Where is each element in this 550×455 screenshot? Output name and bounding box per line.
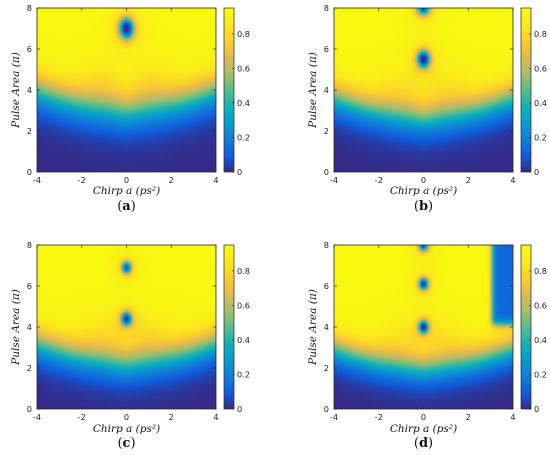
y-tick-label: 6 [324,281,329,291]
panel-d: -4 -2 0 2 4 0 2 4 6 8 Chirp a (ps²) Pulse Area (π) (… [307,240,547,451]
y-tick-label: 2 [324,363,329,373]
colorbar-tick-label: 0.2 [237,369,250,379]
panel-b: -4 -2 0 2 4 0 2 4 6 8 Chirp a (ps²) Pulse Area (π) (… [307,3,547,214]
colorbar [520,244,532,410]
x-tick-label: -4 [33,175,41,185]
x-tick-label: -4 [330,412,338,422]
colorbar-tick-label: 0.2 [534,132,547,142]
colorbar-tick-label: 0.8 [237,266,250,276]
colorbar-tick-label: 0.6 [534,63,547,73]
x-tick-label: 0 [421,412,426,422]
heatmap-image [37,245,216,409]
colorbar-tick-label: 0.6 [237,300,250,310]
x-tick-label: 4 [213,175,218,185]
x-tick-label: -2 [78,412,86,422]
x-tick-label: 4 [213,412,218,422]
y-tick-label: 6 [27,281,32,291]
x-tick-label: 0 [124,175,129,185]
colorbar-tick-label: 0 [534,167,539,177]
colorbar-tick-label: 0 [237,404,242,414]
x-tick-label: 2 [169,412,174,422]
y-tick-label: 0 [324,167,329,177]
y-tick-label: 8 [324,240,329,250]
panel-label: (a) [117,199,136,214]
colorbar-tick-label: 0 [534,404,539,414]
y-axis-label: Pulse Area (π) [307,289,319,366]
colorbar-tick-label: 0.2 [534,369,547,379]
y-axis-label: Pulse Area (π) [10,52,22,129]
heatmap-image [334,8,513,172]
panel-label: (d) [414,436,433,451]
colorbar-tick-label: 0.8 [534,266,547,276]
colorbar [223,244,235,410]
x-tick-label: 2 [169,175,174,185]
x-tick-label: 4 [510,175,515,185]
x-axis-label: Chirp a (ps²) [390,185,457,197]
x-axis-label: Chirp a (ps²) [93,423,160,435]
x-tick-label: -4 [33,412,41,422]
colorbar-tick-label: 0.4 [237,335,250,345]
y-tick-label: 8 [27,3,32,13]
y-tick-label: 2 [27,126,32,136]
colorbar-tick-label: 0.8 [534,29,547,39]
y-axis-label: Pulse Area (π) [307,52,319,129]
y-tick-label: 6 [27,44,32,54]
x-tick-label: 0 [124,412,129,422]
heatmap-image [334,245,513,409]
y-tick-label: 4 [324,322,329,332]
colorbar [223,7,235,173]
heatmap-image [37,8,216,172]
colorbar-tick-label: 0.2 [237,132,250,142]
x-axis-label: Chirp a (ps²) [93,185,160,197]
colorbar-tick-label: 0.4 [237,98,250,108]
colorbar-tick-label: 0 [237,167,242,177]
y-tick-label: 0 [27,167,32,177]
x-tick-label: 2 [466,412,471,422]
x-tick-label: -2 [375,175,383,185]
y-tick-label: 8 [324,3,329,13]
x-tick-label: -2 [375,412,383,422]
colorbar [520,7,532,173]
y-axis-label: Pulse Area (π) [10,289,22,366]
panel-label: (c) [117,436,135,451]
y-tick-label: 0 [324,404,329,414]
x-tick-label: 4 [510,412,515,422]
colorbar-tick-label: 0.4 [534,335,547,345]
colorbar-tick-label: 0.6 [534,300,547,310]
y-tick-label: 4 [27,322,32,332]
panel-label: (b) [414,199,433,214]
x-tick-label: 2 [466,175,471,185]
panel-a: -4 -2 0 2 4 0 2 4 6 8 Chirp a (ps²) Pulse Area (π) (… [10,3,250,214]
y-tick-label: 2 [324,126,329,136]
panel-c: -4 -2 0 2 4 0 2 4 6 8 Chirp a (ps²) Pulse Area (π) (… [10,240,250,451]
y-tick-label: 0 [27,404,32,414]
colorbar-tick-label: 0.6 [237,63,250,73]
x-tick-label: 0 [421,175,426,185]
y-tick-label: 6 [324,44,329,54]
y-tick-label: 4 [324,85,329,95]
x-axis-label: Chirp a (ps²) [390,423,457,435]
y-tick-label: 8 [27,240,32,250]
colorbar-tick-label: 0.4 [534,98,547,108]
colorbar-tick-label: 0.8 [237,29,250,39]
y-tick-label: 2 [27,363,32,373]
x-tick-label: -4 [330,175,338,185]
x-tick-label: -2 [78,175,86,185]
y-tick-label: 4 [27,85,32,95]
